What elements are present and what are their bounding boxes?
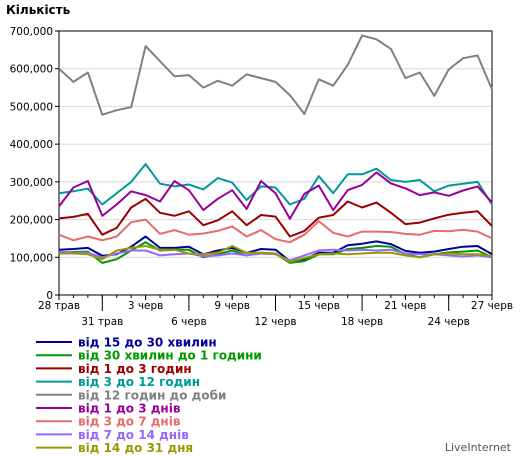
credit-label: LiveInternet — [445, 441, 512, 454]
x-tick-label: 3 черв — [128, 300, 164, 312]
y-tick-label: 200,000 — [10, 215, 53, 227]
y-tick-label: 0 — [46, 290, 53, 302]
y-tick-label: 600,000 — [10, 64, 53, 76]
legend-label: від 15 до 30 хвилин — [78, 336, 217, 350]
y-tick-label: 500,000 — [10, 101, 53, 113]
legend-label: від 1 до 3 годин — [78, 362, 192, 376]
legend-label: від 14 до 31 дня — [78, 441, 193, 455]
legend-label: від 3 до 12 годин — [78, 375, 200, 389]
x-tick-label: 9 черв — [214, 300, 250, 312]
legend-label: від 12 годин до доби — [78, 388, 226, 402]
x-tick-label: 12 черв — [254, 316, 296, 328]
series-lines — [58, 34, 493, 264]
series-line — [58, 197, 493, 238]
legend-label: від 7 до 14 днів — [78, 428, 189, 442]
legend-label: від 30 хвилин до 1 години — [78, 349, 262, 363]
series-line — [58, 171, 493, 220]
y-axis-title: Кількість — [6, 3, 71, 17]
series-line — [59, 245, 493, 263]
x-tick-label: 28 трав — [38, 300, 80, 312]
legend-label: від 3 до 7 днів — [78, 415, 181, 429]
series-line — [58, 218, 493, 244]
y-axis: 0 100,000 200,000 300,000 400,000 500,000 600,… — [10, 26, 59, 302]
series-line — [58, 163, 493, 206]
series-line — [58, 34, 493, 116]
x-tick-label: 24 черв — [428, 316, 470, 328]
x-tick-label: 15 черв — [298, 300, 340, 312]
y-tick-label: 300,000 — [10, 177, 53, 189]
x-tick-label: 21 черв — [384, 300, 426, 312]
series-line — [58, 235, 493, 263]
y-tick-label: 400,000 — [10, 139, 53, 151]
y-tick-label: 100,000 — [10, 252, 53, 264]
x-tick-label: 31 трав — [81, 316, 123, 328]
legend-label: від 1 до 3 днів — [78, 402, 181, 416]
y-tick-label: 700,000 — [10, 26, 53, 38]
x-tick-label: 18 черв — [341, 316, 383, 328]
x-tick-label: 27 черв — [471, 300, 513, 312]
x-tick-label: 6 черв — [171, 316, 207, 328]
